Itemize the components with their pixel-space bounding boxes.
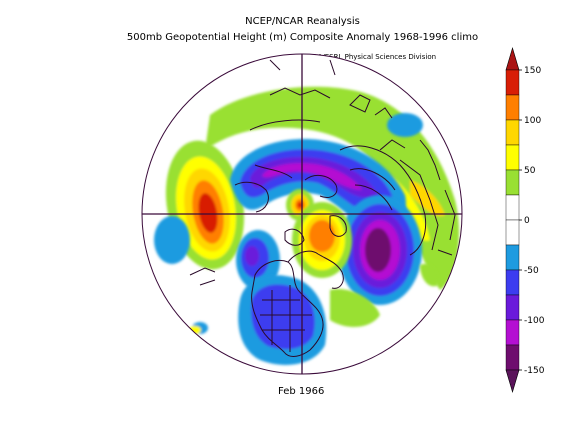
colorbar-tick-label: 100 — [524, 116, 541, 126]
positive-anomaly-europe — [292, 202, 352, 278]
colorbar-band — [505, 194, 520, 221]
colorbar-tick-label: 0 — [524, 216, 530, 226]
negative-anomaly-small — [154, 113, 423, 334]
colorbar-tick-label: -150 — [524, 366, 545, 376]
coastlines — [189, 59, 456, 357]
colorbar-band — [505, 119, 520, 146]
colorbar-tick-label: -100 — [524, 316, 545, 326]
period-label: Feb 1966 — [278, 386, 325, 397]
credit-label: NOAA/ESRL Physical Sciences Division — [302, 53, 437, 61]
colorbar-band — [505, 294, 520, 321]
negative-anomaly-america — [238, 275, 327, 365]
colorbar-band — [505, 269, 520, 296]
colorbar-band — [505, 219, 520, 246]
colorbar-tick-label: 150 — [524, 66, 541, 76]
colorbar-band — [505, 94, 520, 121]
positive-anomaly-pacific — [165, 140, 245, 270]
colorbar: 150 100 50 0 -50 -100 -150 — [505, 46, 545, 394]
negative-anomaly-siberia — [338, 195, 422, 305]
map-subtitle: 500mb Geopotential Height (m) Composite … — [126, 32, 479, 43]
positive-anomaly-atlantic — [330, 263, 439, 327]
colorbar-tick-label: 50 — [524, 166, 536, 176]
colorbar-band — [505, 244, 520, 271]
colorbar-band — [505, 144, 520, 171]
colorbar-extend-top — [505, 46, 520, 71]
polar-map — [142, 54, 462, 374]
map-title: NCEP/NCAR Reanalysis — [245, 16, 360, 27]
colorbar-tick-label: -50 — [524, 266, 539, 276]
colorbar-band — [505, 319, 520, 346]
meridian-lines — [142, 54, 462, 374]
colorbar-band — [505, 169, 520, 196]
map-frame — [141, 53, 463, 375]
colorbar-band — [505, 344, 520, 371]
colorbar-band — [505, 69, 520, 96]
colorbar-extend-bottom — [505, 369, 520, 394]
